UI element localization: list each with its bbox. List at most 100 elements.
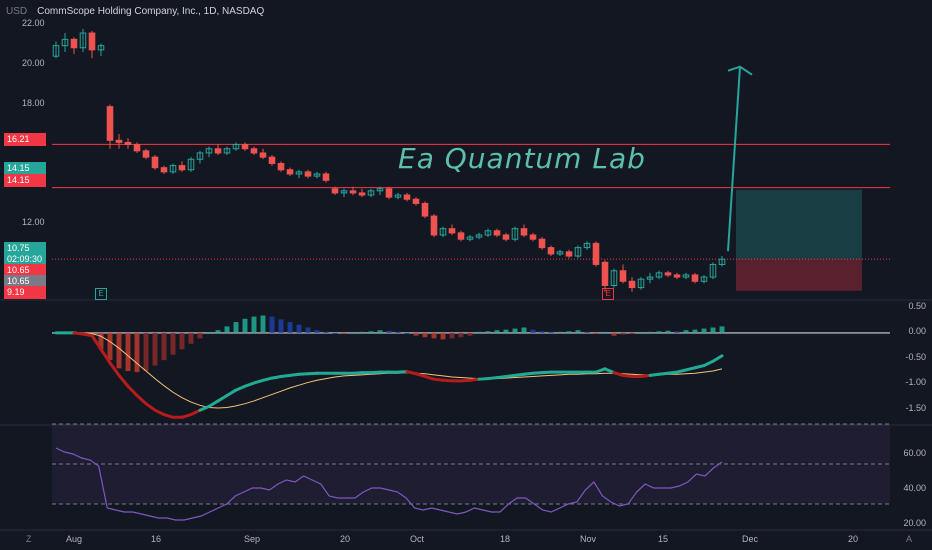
candle-body [394,194,402,198]
macd-histogram-bar [350,332,356,334]
candle-body [709,263,717,278]
projection-arrow[interactable] [727,65,753,252]
macd-histogram-bar [368,331,374,333]
macd-axis-label: -1.50 [905,403,926,413]
macd-histogram-bar [323,331,329,333]
candle-body [250,148,258,154]
candle-body [196,152,204,160]
watermark-text: Ea Quantum Lab [398,142,646,175]
candle-body [295,171,303,175]
macd-line-segment [612,371,625,377]
macd-line-segment [90,334,103,351]
macd-histogram-bar [647,331,653,333]
arrow-head [727,65,753,76]
candle-body [313,173,321,177]
candle-body [511,228,519,240]
rsi-line [55,447,723,521]
level-tag-mid-a: 14.15 [4,162,46,175]
low-tag-c: 9.19 [4,286,46,299]
position-box[interactable] [736,189,862,291]
macd-histogram-bar [557,331,563,333]
time-axis-label: Nov [580,534,597,544]
macd-line-segment [657,371,670,376]
candle-body [718,258,726,265]
macd-histogram-bar [269,316,275,333]
macd-histogram-bar [638,332,644,334]
macd-line-segment [531,371,544,375]
candle-body [178,165,186,171]
macd-histogram-bar [485,331,491,333]
candle-body [619,270,627,282]
macd-line-segment [180,413,193,419]
price-axis-label: 22.00 [22,18,45,28]
macd-line-segment [216,394,229,403]
macd-histogram-bar [332,332,338,334]
auto-scale-icon[interactable]: A [906,534,913,544]
earnings-marker[interactable]: E [95,288,107,300]
candle-body [475,234,483,238]
macd-histogram-bar [134,332,140,373]
macd-histogram-bar [404,332,410,334]
candle-body [502,234,510,240]
candle-body [115,139,123,143]
macd-histogram-bar [512,328,518,333]
macd-histogram-bar [206,332,212,334]
macd-line-segment [459,378,472,383]
earnings-marker[interactable]: E [602,288,614,300]
macd-histogram-bar [440,332,446,340]
rsi-pane [52,423,890,521]
candle-body [133,144,141,152]
candle-body [52,45,60,57]
candle-body [106,106,114,141]
rsi-axis-label: 40.00 [903,483,926,493]
low-tag-a: 10.65 [4,264,46,277]
candle-body [700,276,708,282]
macd-histogram-bar [143,332,149,372]
macd-histogram-bar [710,327,716,333]
candle-body [70,38,78,49]
time-axis-label: Aug [66,534,83,544]
candle-body [205,148,213,154]
macd-histogram-bar [602,331,608,333]
macd-line-segment [666,370,679,375]
macd-axis-label: -1.00 [905,377,926,387]
candle-body [340,190,348,194]
timezone-icon[interactable]: Z [26,534,32,544]
candle-body [691,274,699,282]
candle-body [610,270,618,286]
macd-line-segment [675,368,688,374]
candle-body [412,198,420,204]
candle-body [448,228,456,234]
macd-histogram-bar [566,331,572,333]
time-axis-label: Dec [742,534,759,544]
candle-body [430,215,438,236]
candle-body [367,190,375,196]
time-axis-label: Oct [410,534,425,544]
candle-body [322,173,330,181]
macd-line-segment [423,374,436,381]
macd-line-segment [594,367,607,374]
macd-line-segment [144,402,157,412]
macd-line-segment [72,331,85,336]
candles [52,28,726,292]
macd-line-segment [486,376,499,381]
candle-body [349,190,357,194]
macd-histogram-bar [116,332,122,369]
candle-body [151,156,159,169]
macd-histogram-bar [395,331,401,333]
macd-line-segment [603,367,616,375]
symbol-title[interactable]: CommScope Holding Company, Inc., 1D, NAS… [37,6,265,17]
macd-line-segment [198,404,211,412]
candle-body [268,156,276,164]
macd-histogram-bar [494,330,500,333]
macd-line-segment [288,372,301,377]
macd-histogram-bar [188,332,194,344]
macd-line-segment [396,370,409,374]
countdown-tag: 02:09:30 [4,253,46,266]
macd-line-segment [234,384,247,392]
macd-histogram-bar [521,327,527,333]
candle-body [565,251,573,257]
macd-histogram-bar [233,322,239,333]
price-levels [52,143,890,260]
